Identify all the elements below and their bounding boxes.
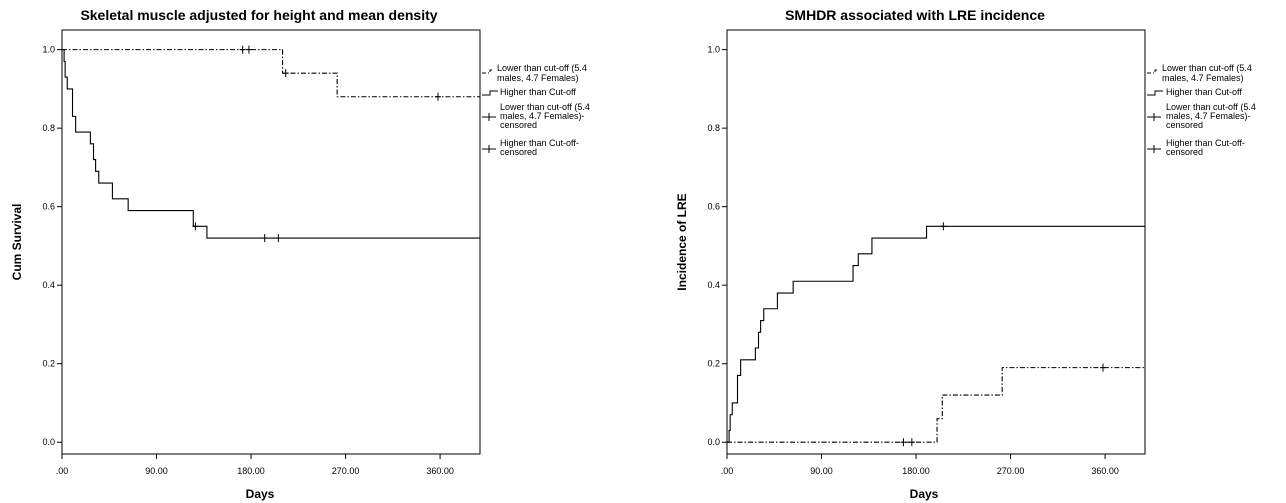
chart-2-x-axis-title: Days xyxy=(910,487,939,501)
chart-2-y-tick-label: 0.4 xyxy=(707,280,720,290)
chart-1-legend-label-higher-censored-1: Higher than Cut-off- xyxy=(500,138,579,148)
chart-1-y-tick-label: 1.0 xyxy=(42,45,55,55)
chart-2-x-tick-label: 180.00 xyxy=(902,466,930,476)
chart-2-x-tick-label: 90.00 xyxy=(810,466,833,476)
chart-1-series-lower-line xyxy=(62,49,480,98)
chart-2-y-tick-label: 1.0 xyxy=(707,45,720,55)
chart-1-y-tick-label: 0.4 xyxy=(42,280,55,290)
chart-1-legend-label-lower-censored-1: Lower than cut-off (5.4 xyxy=(500,102,590,112)
chart-1-legend-label-lower-censored-3: censored xyxy=(500,120,537,130)
chart-2-legend-swatch-lower xyxy=(1147,69,1159,74)
chart-1-x-tick-label: 360.00 xyxy=(426,466,454,476)
chart-2-legend-label-higher: Higher than Cut-off xyxy=(1166,87,1242,97)
chart-1-series-higher-line xyxy=(62,49,480,239)
chart-1-x-tick-label: 90.00 xyxy=(145,466,168,476)
chart-2-y-tick-label: 0.0 xyxy=(707,437,720,447)
chart-1-y-tick-label: 0.8 xyxy=(42,123,55,133)
chart-1-legend-swatch-higher-censored xyxy=(482,145,496,153)
chart-2-x-ticks: .00 90.00 180.00 270.00 360.00 xyxy=(721,454,1119,476)
chart-1-x-tick-label: 270.00 xyxy=(332,466,360,476)
chart-2-legend-label-lower-1: Lower than cut-off (5.4 xyxy=(1162,63,1252,73)
chart-2-x-tick-label: .00 xyxy=(721,466,734,476)
chart-2-legend-swatch-lower-censored xyxy=(1147,113,1161,121)
chart-2-legend-label-lower-censored-2: males, 4.7 Females)- xyxy=(1166,111,1251,121)
chart-1-x-tick-label: .00 xyxy=(56,466,69,476)
chart-1-y-axis-title: Cum Survival xyxy=(10,204,24,281)
chart-2-legend-swatch-higher-censored xyxy=(1147,145,1161,153)
chart-2-series-lower-line xyxy=(727,367,1145,443)
chart-2-y-tick-label: 0.8 xyxy=(707,123,720,133)
chart-2: SMHDR associated with LRE incidence 0.00… xyxy=(675,7,1256,501)
chart-2-legend: Lower than cut-off (5.4 males, 4.7 Femal… xyxy=(1147,63,1256,157)
chart-2-x-tick-label: 360.00 xyxy=(1091,466,1119,476)
chart-2-legend-label-lower-censored-3: censored xyxy=(1166,120,1203,130)
chart-1-y-tick-label: 0.6 xyxy=(42,202,55,212)
chart-1-title: Skeletal muscle adjusted for height and … xyxy=(80,7,437,23)
chart-1-x-ticks: .00 90.00 180.00 270.00 360.00 xyxy=(56,454,454,476)
chart-1-y-ticks: 0.0 0.2 0.4 0.6 0.8 1.0 xyxy=(42,45,62,447)
chart-2-series-layer xyxy=(727,222,1145,447)
chart-1-series-layer xyxy=(62,45,480,243)
chart-1-y-tick-label: 0.0 xyxy=(42,437,55,447)
chart-2-y-axis-title: Incidence of LRE xyxy=(675,193,689,290)
chart-1-legend-label-lower-2: males, 4.7 Females) xyxy=(497,73,579,83)
chart-1-legend-swatch-higher xyxy=(482,90,498,96)
chart-1-legend-label-lower-1: Lower than cut-off (5.4 xyxy=(497,63,587,73)
chart-2-legend-swatch-higher xyxy=(1147,90,1163,96)
chart-2-y-tick-label: 0.2 xyxy=(707,359,720,369)
chart-2-x-tick-label: 270.00 xyxy=(997,466,1025,476)
chart-1-x-tick-label: 180.00 xyxy=(237,466,265,476)
chart-1: Skeletal muscle adjusted for height and … xyxy=(10,7,590,501)
chart-2-y-tick-label: 0.6 xyxy=(707,202,720,212)
chart-1-legend-label-lower-censored-2: males, 4.7 Females)- xyxy=(500,111,585,121)
chart-2-plot-frame xyxy=(726,29,1146,455)
chart-2-title: SMHDR associated with LRE incidence xyxy=(785,7,1045,23)
chart-1-legend-swatch-lower-censored xyxy=(482,113,496,121)
chart-1-y-tick-label: 0.2 xyxy=(42,359,55,369)
chart-1-plot-frame xyxy=(61,29,481,455)
chart-2-legend-label-higher-censored-2: censored xyxy=(1166,147,1203,157)
chart-2-series-higher-line xyxy=(727,225,1145,443)
chart-1-legend-label-higher: Higher than Cut-off xyxy=(500,87,576,97)
chart-1-x-axis-title: Days xyxy=(246,487,275,501)
chart-1-legend-swatch-lower xyxy=(482,69,494,74)
chart-1-legend: Lower than cut-off (5.4 males, 4.7 Femal… xyxy=(482,63,590,157)
chart-2-legend-label-lower-2: males, 4.7 Females) xyxy=(1162,73,1244,83)
chart-2-legend-label-higher-censored-1: Higher than Cut-off- xyxy=(1166,138,1245,148)
chart-2-legend-label-lower-censored-1: Lower than cut-off (5.4 xyxy=(1166,102,1256,112)
chart-1-legend-label-higher-censored-2: censored xyxy=(500,147,537,157)
chart-2-y-ticks: 0.0 0.2 0.4 0.6 0.8 1.0 xyxy=(707,45,727,447)
